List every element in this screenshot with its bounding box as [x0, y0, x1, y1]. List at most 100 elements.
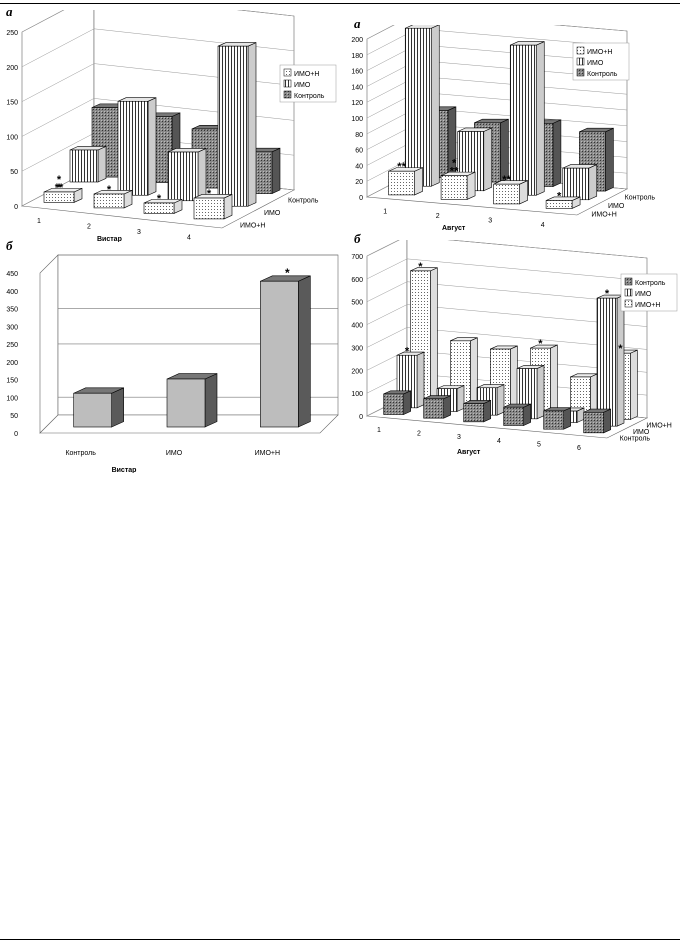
y-tick-label: 300 [351, 345, 363, 352]
x-tick-label: 2 [417, 431, 421, 438]
significance-star: * [557, 191, 562, 203]
depth-label: Контроль [620, 436, 651, 443]
x-tick-label: 2 [87, 223, 91, 230]
x-tick-label: 5 [537, 442, 541, 449]
gridline [447, 240, 648, 259]
y-tick-label: 250 [6, 342, 18, 349]
legend-swatch [624, 277, 633, 286]
x-tick-label: 1 [37, 218, 41, 225]
bar-ИМО+Н-4 [545, 196, 581, 209]
significance-star: * [605, 288, 610, 300]
depth-label: ИМО [608, 203, 625, 210]
significance-star: * [538, 338, 543, 350]
legend-swatch [283, 68, 292, 77]
y-tick-label: 40 [355, 163, 363, 170]
bar-ИМО [166, 373, 218, 428]
x-tick-label: 2 [436, 213, 440, 220]
bar-ИМО-4 [217, 42, 257, 207]
legend-swatch [624, 299, 633, 308]
bottom-rule [0, 939, 680, 940]
bar-Контроль [73, 387, 124, 428]
bar-Контроль-1 [383, 390, 411, 415]
y-tick-label: 700 [351, 254, 363, 261]
legend-label: Контроль [294, 93, 325, 100]
bar-ИМО+Н-3 [493, 180, 528, 205]
y-tick-label: 0 [359, 195, 363, 202]
panel-letter-b-right: б [354, 231, 361, 246]
x-tick-label: 1 [377, 427, 381, 434]
x-tick-label: 3 [137, 229, 141, 236]
legend-label: ИМО [294, 82, 311, 89]
depth-label: Контроль [625, 194, 656, 201]
significance-star: ** [55, 182, 64, 194]
x-tick-label: 6 [577, 445, 581, 452]
bar-ИМО+Н-1 [43, 187, 83, 203]
y-tick-label: 150 [6, 100, 18, 107]
x-tick-label: Контроль [65, 450, 96, 457]
gridline [21, 98, 95, 137]
y-tick-label: 200 [351, 368, 363, 375]
significance-star: * [207, 188, 212, 200]
legend-swatch [283, 79, 292, 88]
gridline [406, 258, 648, 282]
legend-swatch [576, 68, 585, 77]
x-tick-label: ИМО [166, 450, 183, 457]
bar-Контроль-6 [583, 408, 611, 434]
y-tick-label: 500 [351, 300, 363, 307]
bar-ИМО-3 [167, 147, 207, 202]
top-rule [0, 3, 680, 4]
y-tick-label: 100 [351, 391, 363, 398]
significance-star: * [285, 266, 290, 280]
bar-ИМО-6 [596, 294, 625, 427]
legend-label: ИМО+Н [294, 71, 319, 78]
gridline [93, 63, 295, 86]
x-tick-label: 3 [457, 434, 461, 441]
y-tick-label: 300 [6, 324, 18, 331]
significance-star: * [57, 182, 62, 194]
x-tick-label: 1 [383, 208, 387, 215]
y-tick-label: 140 [351, 84, 363, 91]
legend-label: ИМО [635, 291, 652, 298]
gridline [366, 304, 408, 325]
bar-Контроль-4 [503, 403, 531, 426]
legend-swatch [576, 57, 585, 66]
gridline [366, 327, 408, 348]
gridline [366, 240, 400, 257]
legend-label: Контроль [587, 71, 618, 78]
significance-star: * [57, 174, 62, 186]
bar-Контроль-5 [543, 407, 571, 430]
gridline [554, 25, 628, 32]
legend-label: Контроль [635, 280, 666, 287]
x-tick-label: 4 [187, 234, 191, 241]
gridline [366, 25, 395, 40]
legend-swatch [283, 90, 292, 99]
bar-ИМО-2 [117, 97, 157, 196]
x-axis-label: Вистар [97, 236, 122, 242]
significance-star: * [405, 345, 410, 357]
bar-ИМО-1 [404, 25, 440, 187]
significance-star: * [418, 261, 423, 273]
bar-ИМО+Н [260, 275, 311, 428]
y-tick-label: 180 [351, 53, 363, 60]
panel-letter-a-left: а [6, 4, 13, 19]
y-tick-label: 250 [6, 30, 18, 37]
y-tick-label: 100 [6, 134, 18, 141]
x-axis-label: Август [442, 225, 466, 232]
legend-label: ИМО+Н [635, 302, 660, 309]
x-tick-label: ИМО+Н [255, 450, 280, 457]
bar-ИМО-3 [509, 41, 545, 196]
gridline [93, 28, 295, 52]
legend-swatch [624, 288, 633, 297]
gridline [21, 63, 95, 102]
gridline [21, 28, 95, 68]
y-tick-label: 200 [351, 37, 363, 44]
y-tick-label: 20 [355, 179, 363, 186]
y-tick-label: 600 [351, 277, 363, 284]
bar-ИМО+Н-2 [93, 189, 133, 209]
legend-swatch [576, 46, 585, 55]
bar-ИМО+Н-1 [388, 167, 423, 196]
depth-label: ИМО+Н [240, 223, 265, 230]
bar-ИМО+Н-2 [440, 171, 476, 200]
y-tick-label: 100 [351, 116, 363, 123]
